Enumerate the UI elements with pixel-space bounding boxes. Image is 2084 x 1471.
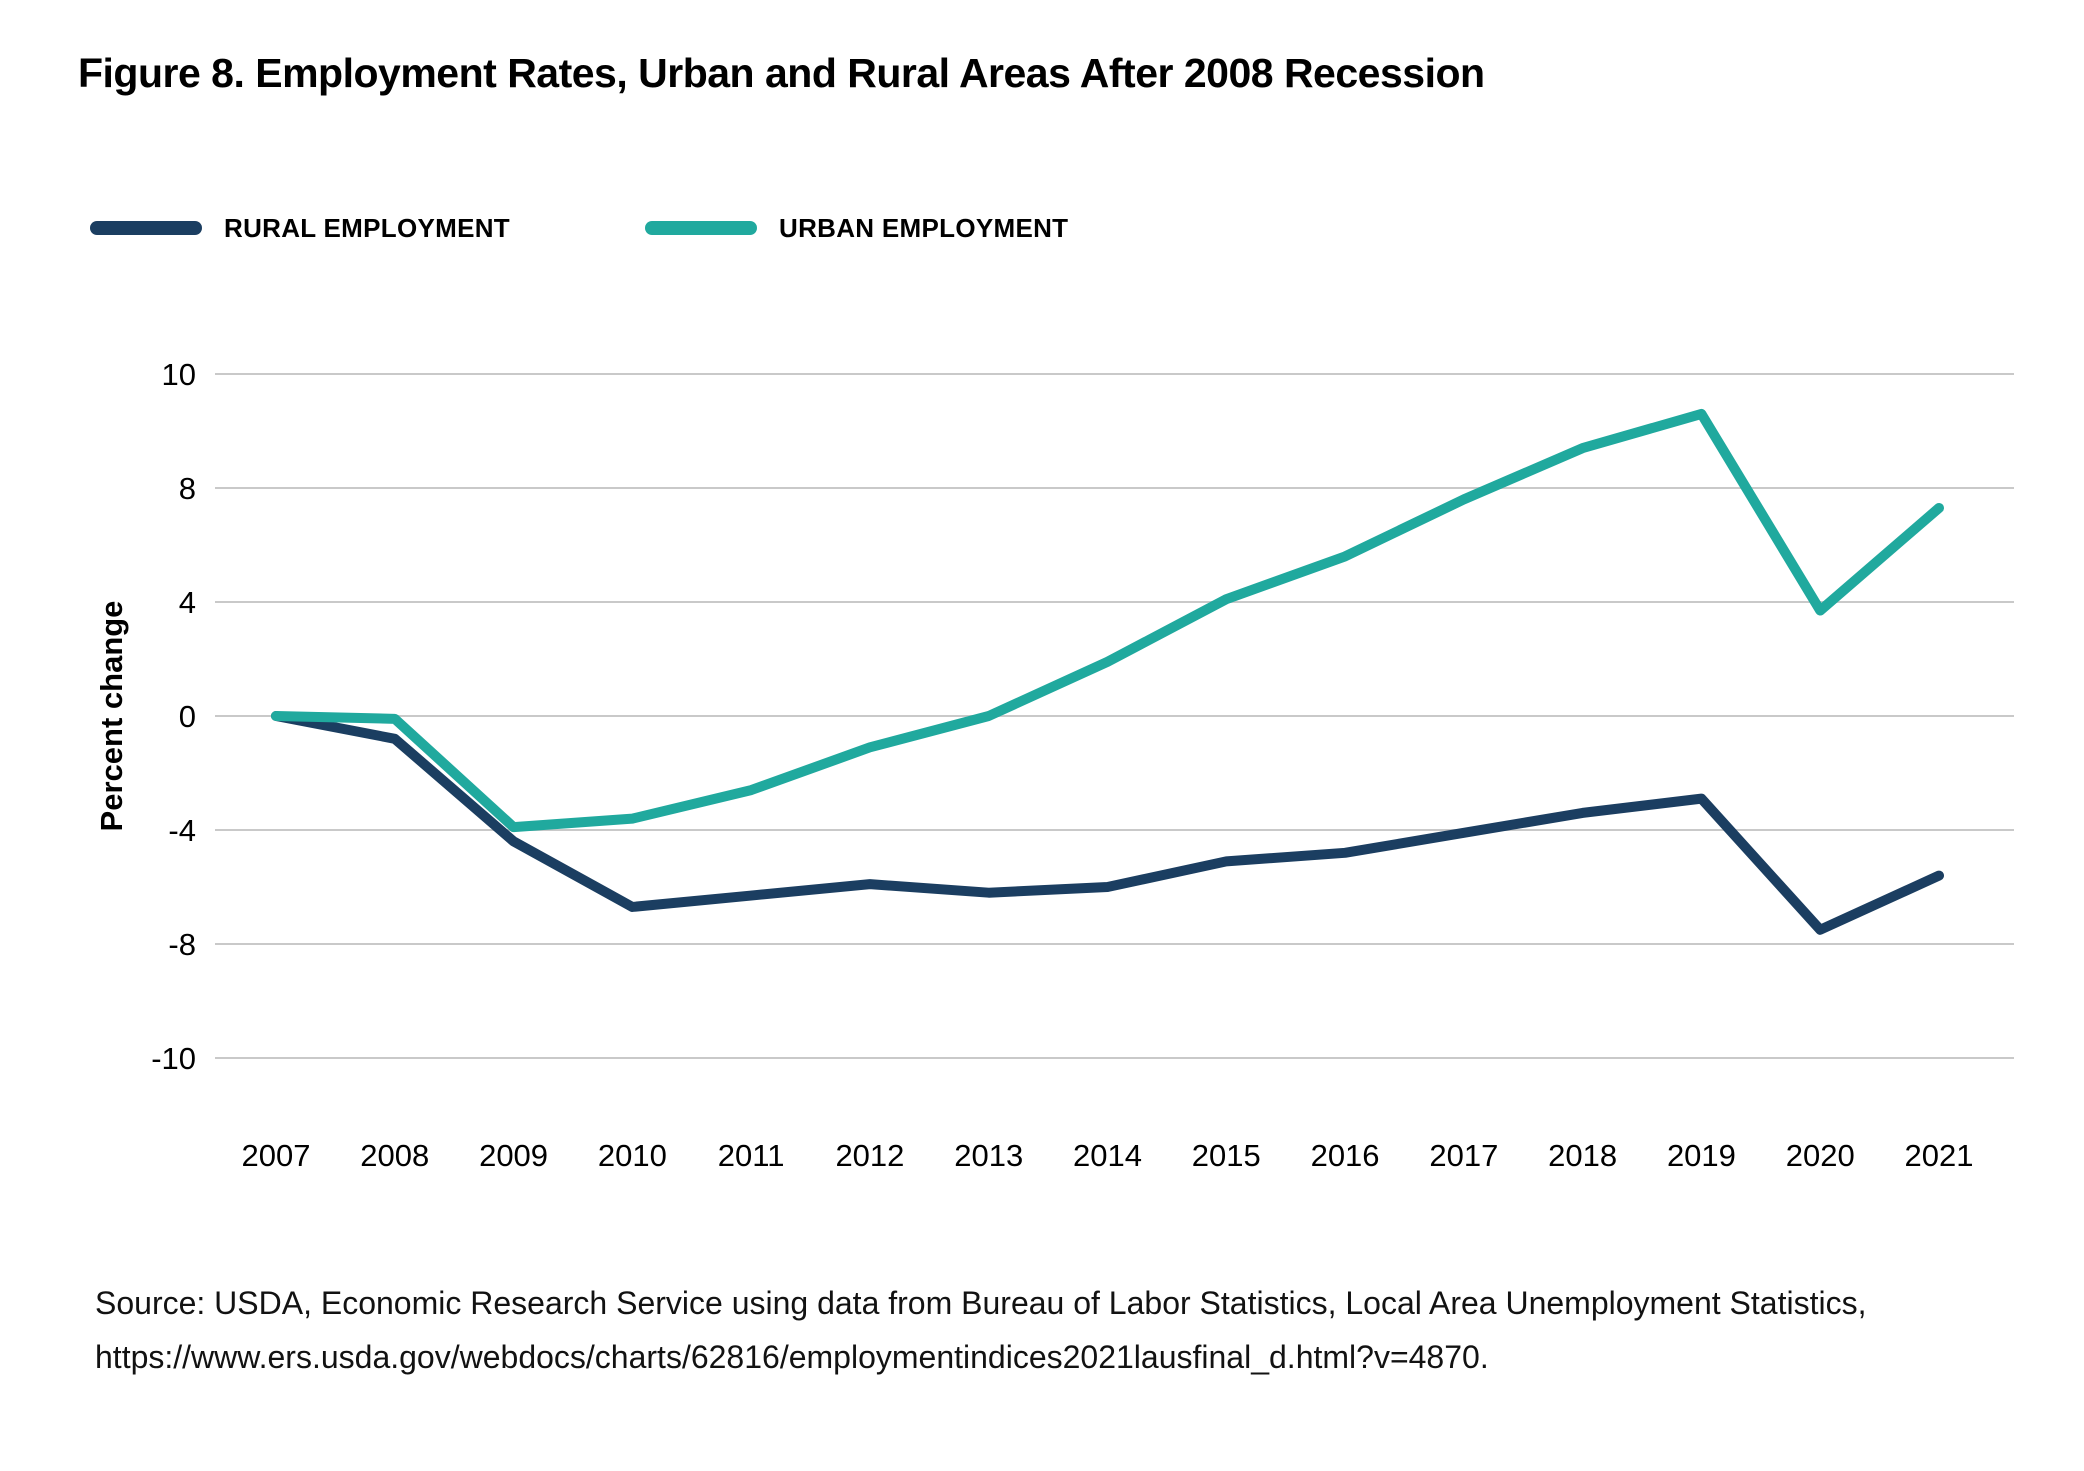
x-tick-label: 2012 — [835, 1138, 904, 1173]
y-tick-label: -10 — [151, 1041, 196, 1076]
x-tick-label: 2014 — [1073, 1138, 1142, 1173]
source-line-1: Source: USDA, Economic Research Service … — [95, 1285, 1867, 1321]
x-tick-label: 2009 — [479, 1138, 548, 1173]
rural-line-swatch-icon — [90, 221, 202, 235]
source-line-2: https://www.ers.usda.gov/webdocs/charts/… — [95, 1339, 1489, 1375]
x-tick-label: 2019 — [1667, 1138, 1736, 1173]
legend-label-rural: RURAL EMPLOYMENT — [224, 212, 510, 243]
y-axis-title: Percent change — [94, 600, 129, 832]
y-tick-label: -8 — [168, 927, 196, 962]
urban-employment-line — [271, 408, 1944, 833]
y-tick-label: 8 — [179, 471, 196, 506]
x-tick-label: 2020 — [1786, 1138, 1855, 1173]
x-tick-label: 2010 — [598, 1138, 667, 1173]
y-tick-label: 0 — [179, 699, 196, 734]
legend-label-urban: URBAN EMPLOYMENT — [779, 212, 1069, 243]
legend-item-rural: RURAL EMPLOYMENT — [90, 206, 510, 250]
x-tick-label: 2017 — [1429, 1138, 1498, 1173]
rural-employment-line — [271, 711, 1944, 935]
x-tick-label: 2013 — [954, 1138, 1023, 1173]
source-note: Source: USDA, Economic Research Service … — [95, 1276, 1866, 1384]
figure-title: Figure 8. Employment Rates, Urban and Ru… — [78, 50, 1485, 96]
x-tick-label: 2021 — [1905, 1138, 1974, 1173]
x-tick-label: 2007 — [242, 1138, 311, 1173]
y-tick-label: -4 — [168, 813, 196, 848]
y-tick-label: 10 — [162, 357, 196, 392]
x-tick-label: 2016 — [1311, 1138, 1380, 1173]
x-tick-label: 2008 — [360, 1138, 429, 1173]
y-tick-label: 4 — [179, 585, 196, 620]
x-tick-label: 2018 — [1548, 1138, 1617, 1173]
x-tick-label: 2015 — [1192, 1138, 1261, 1173]
legend: RURAL EMPLOYMENT URBAN EMPLOYMENT — [90, 206, 1490, 250]
legend-item-urban: URBAN EMPLOYMENT — [645, 206, 1068, 250]
urban-line-swatch-icon — [645, 221, 757, 235]
x-tick-label: 2011 — [718, 1138, 785, 1173]
